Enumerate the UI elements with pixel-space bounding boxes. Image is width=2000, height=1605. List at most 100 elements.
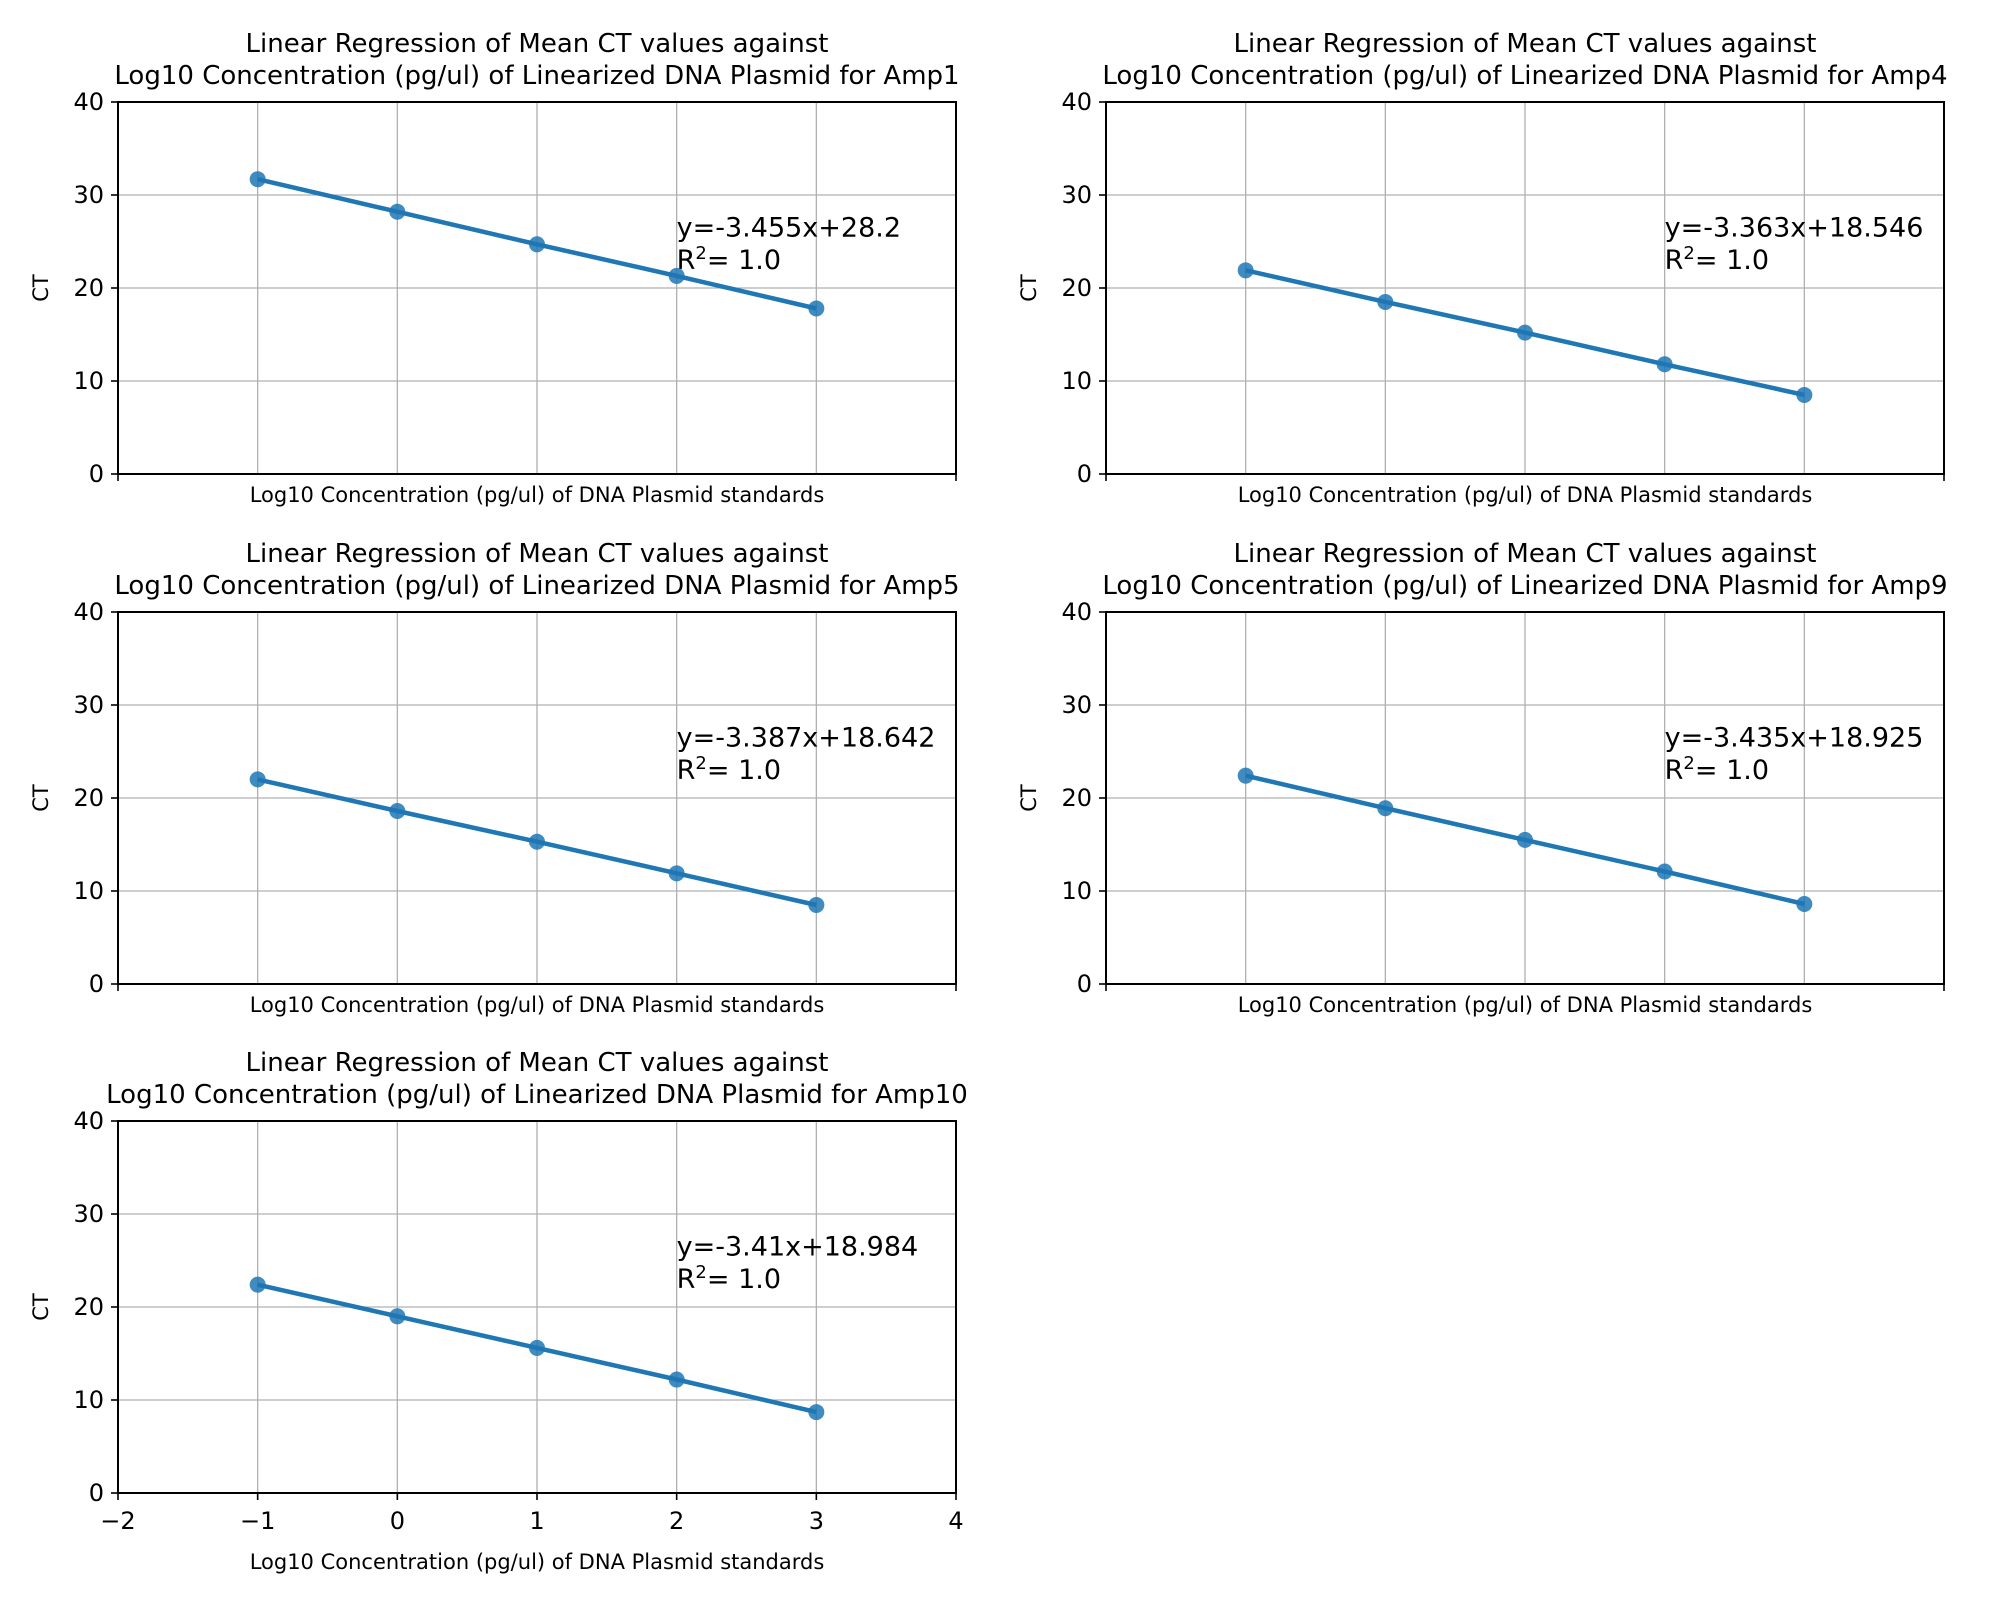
data-point bbox=[389, 803, 406, 820]
data-point bbox=[1656, 356, 1673, 373]
x-tick-label: 4 bbox=[948, 1507, 963, 1535]
y-tick-label: 30 bbox=[1061, 691, 1092, 719]
data-point bbox=[668, 865, 685, 882]
y-tick-label: 30 bbox=[1061, 181, 1092, 209]
data-point bbox=[1377, 293, 1394, 310]
data-point bbox=[249, 1276, 266, 1293]
r-squared-exponent: 2 bbox=[1683, 753, 1694, 774]
y-tick-label: 10 bbox=[1061, 367, 1092, 395]
y-tick-label: 0 bbox=[89, 460, 104, 488]
y-tick-label: 40 bbox=[73, 1107, 104, 1135]
y-tick-label: 0 bbox=[89, 970, 104, 998]
data-point bbox=[529, 833, 545, 850]
chart-title-line1: Linear Regression of Mean CT values agai… bbox=[246, 539, 829, 569]
y-tick-label: 10 bbox=[73, 877, 104, 905]
data-point bbox=[1377, 800, 1394, 817]
data-point bbox=[1656, 863, 1673, 880]
y-tick-label: 20 bbox=[1061, 274, 1092, 302]
data-point bbox=[808, 896, 825, 913]
y-axis-label: CT bbox=[29, 1293, 53, 1321]
data-point bbox=[1237, 262, 1254, 279]
chart-title-line2: Log10 Concentration (pg/ul) of Linearize… bbox=[1102, 61, 1947, 91]
data-point bbox=[668, 1371, 685, 1388]
x-tick-label: 1 bbox=[529, 1507, 544, 1535]
y-axis-label: CT bbox=[29, 784, 53, 812]
r-squared-value: = 1.0 bbox=[707, 1264, 781, 1295]
chart-panel: 0 10 20 30 40 Linear Regression of Mean CT va… bbox=[29, 539, 960, 1017]
data-point bbox=[249, 771, 266, 788]
chart-title-line2: Log10 Concentration (pg/ul) of Linearize… bbox=[106, 1080, 968, 1110]
y-axis-label: CT bbox=[29, 274, 53, 302]
y-tick-label: 0 bbox=[1077, 970, 1092, 998]
regression-equation: y=-3.387x+18.642 bbox=[677, 723, 936, 754]
data-point bbox=[389, 203, 406, 220]
y-tick-label: 0 bbox=[1077, 460, 1092, 488]
y-tick-label: 20 bbox=[73, 274, 104, 302]
chart-title-line2: Log10 Concentration (pg/ul) of Linearize… bbox=[1102, 571, 1947, 601]
r-squared-exponent: 2 bbox=[695, 243, 706, 264]
y-tick-label: 30 bbox=[73, 1200, 104, 1228]
chart-panel: 0 10 20 30 40 −2 −1 0 1 2 3 4 Linear Regression of M… bbox=[29, 1048, 968, 1574]
x-axis-label: Log10 Concentration (pg/ul) of DNA Plasm… bbox=[1238, 483, 1813, 507]
data-point bbox=[1237, 767, 1254, 784]
r-squared-value: = 1.0 bbox=[707, 245, 781, 276]
regression-equation: y=-3.363x+18.546 bbox=[1665, 213, 1924, 244]
r-squared-exponent: 2 bbox=[1683, 243, 1694, 264]
x-tick-label: −2 bbox=[100, 1507, 135, 1535]
y-tick-label: 20 bbox=[73, 784, 104, 812]
x-tick-label: 3 bbox=[809, 1507, 824, 1535]
x-axis-label: Log10 Concentration (pg/ul) of DNA Plasm… bbox=[250, 1550, 825, 1574]
chart-title-line2: Log10 Concentration (pg/ul) of Linearize… bbox=[114, 571, 959, 601]
y-tick-label: 40 bbox=[1061, 88, 1092, 116]
x-axis-label: Log10 Concentration (pg/ul) of DNA Plasm… bbox=[250, 993, 825, 1017]
r-squared-value: = 1.0 bbox=[707, 755, 781, 786]
data-point bbox=[668, 267, 685, 284]
y-tick-label: 40 bbox=[73, 88, 104, 116]
chart-title-line1: Linear Regression of Mean CT values agai… bbox=[1234, 29, 1817, 59]
r-squared-label: R2= 1.0 bbox=[677, 753, 781, 786]
chart-title-line2: Log10 Concentration (pg/ul) of Linearize… bbox=[114, 61, 959, 91]
r-squared-value: = 1.0 bbox=[1695, 245, 1769, 276]
y-tick-label: 40 bbox=[73, 598, 104, 626]
x-axis-label: Log10 Concentration (pg/ul) of DNA Plasm… bbox=[1238, 993, 1813, 1017]
chart-panel: 0 10 20 30 40 Linear Regression of Mean CT va… bbox=[1017, 539, 1948, 1017]
y-tick-label: 10 bbox=[73, 367, 104, 395]
x-axis-label: Log10 Concentration (pg/ul) of DNA Plasm… bbox=[250, 483, 825, 507]
y-tick-label: 30 bbox=[73, 691, 104, 719]
y-tick-label: 20 bbox=[73, 1293, 104, 1321]
r-squared-symbol: R bbox=[1665, 755, 1684, 786]
data-point bbox=[529, 236, 545, 253]
x-tick-label: 0 bbox=[390, 1507, 405, 1535]
chart-title-line1: Linear Regression of Mean CT values agai… bbox=[246, 1048, 829, 1078]
r-squared-label: R2= 1.0 bbox=[677, 1262, 781, 1295]
y-tick-label: 30 bbox=[73, 181, 104, 209]
r-squared-exponent: 2 bbox=[695, 753, 706, 774]
r-squared-label: R2= 1.0 bbox=[1665, 753, 1769, 786]
data-point bbox=[808, 1404, 825, 1421]
chart-panel: 0 10 20 30 40 Linear Regression of Mean CT va… bbox=[29, 29, 960, 507]
data-point bbox=[1796, 896, 1813, 913]
y-axis-label: CT bbox=[1017, 274, 1041, 302]
r-squared-symbol: R bbox=[677, 245, 696, 276]
data-point bbox=[1517, 324, 1533, 341]
y-tick-label: 10 bbox=[73, 1386, 104, 1414]
regression-equation: y=-3.41x+18.984 bbox=[677, 1232, 919, 1263]
data-point bbox=[808, 300, 825, 317]
data-point bbox=[529, 1339, 545, 1356]
regression-equation: y=-3.455x+28.2 bbox=[677, 213, 901, 244]
chart-title-line1: Linear Regression of Mean CT values agai… bbox=[1234, 539, 1817, 569]
r-squared-symbol: R bbox=[677, 1264, 696, 1295]
y-tick-label: 20 bbox=[1061, 784, 1092, 812]
data-point bbox=[1796, 386, 1813, 403]
chart-title-line1: Linear Regression of Mean CT values agai… bbox=[246, 29, 829, 59]
r-squared-label: R2= 1.0 bbox=[677, 243, 781, 276]
y-tick-label: 40 bbox=[1061, 598, 1092, 626]
y-axis-label: CT bbox=[1017, 784, 1041, 812]
y-tick-label: 10 bbox=[1061, 877, 1092, 905]
r-squared-symbol: R bbox=[677, 755, 696, 786]
r-squared-label: R2= 1.0 bbox=[1665, 243, 1769, 276]
x-tick-label: 2 bbox=[669, 1507, 684, 1535]
regression-equation: y=-3.435x+18.925 bbox=[1665, 723, 1924, 754]
